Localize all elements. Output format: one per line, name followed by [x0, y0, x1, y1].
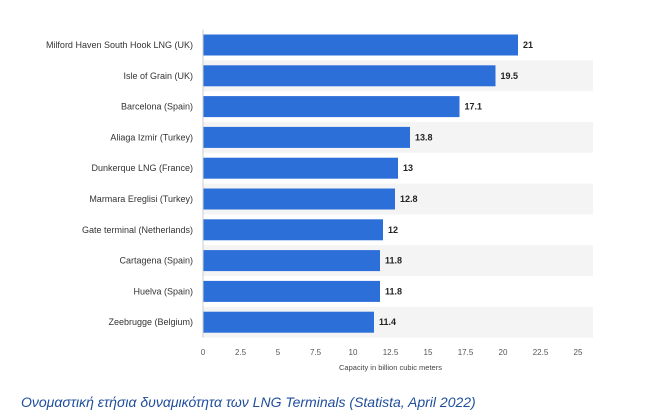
x-tick-label: 17.5 — [458, 348, 474, 357]
bar[interactable] — [203, 65, 496, 87]
x-tick-label: 7.5 — [310, 348, 322, 357]
x-tick-label: 12.5 — [383, 348, 399, 357]
category-label: Zeebrugge (Belgium) — [108, 317, 193, 327]
bar[interactable] — [203, 250, 380, 272]
x-axis-title: Capacity in billion cubic meters — [339, 363, 442, 372]
x-tick-label: 5 — [276, 348, 281, 357]
data-label: 11.8 — [385, 286, 402, 296]
data-label: 12 — [388, 225, 398, 235]
category-label: Cartagena (Spain) — [119, 256, 193, 266]
data-label: 21 — [523, 40, 533, 50]
bar[interactable] — [203, 157, 398, 179]
bar[interactable] — [203, 188, 395, 210]
bars — [203, 34, 518, 333]
x-tick-label: 2.5 — [235, 348, 247, 357]
x-tick-label: 25 — [574, 348, 583, 357]
data-label: 13 — [403, 163, 413, 173]
x-axis-ticks: 0 2.5 5 7.5 10 12.5 15 17.5 20 22.5 25 — [201, 348, 583, 357]
bar[interactable] — [203, 126, 410, 148]
x-tick-label: 10 — [349, 348, 358, 357]
bar[interactable] — [203, 34, 518, 56]
category-label: Gate terminal (Netherlands) — [82, 225, 193, 235]
category-label: Huelva (Spain) — [133, 286, 193, 296]
category-label: Milford Haven South Hook LNG (UK) — [46, 40, 193, 50]
bar[interactable] — [203, 280, 380, 302]
category-label: Barcelona (Spain) — [121, 102, 193, 112]
category-label: Aliaga Izmir (Turkey) — [110, 132, 193, 142]
data-label: 13.8 — [415, 132, 433, 142]
value-labels: 21 19.5 17.1 13.8 13 12.8 12 11.8 11.8 11.4 — [379, 40, 533, 327]
category-label: Dunkerque LNG (France) — [91, 163, 193, 173]
bar[interactable] — [203, 311, 374, 333]
x-tick-label: 0 — [201, 348, 206, 357]
data-label: 11.8 — [385, 256, 402, 266]
bar[interactable] — [203, 96, 460, 118]
data-label: 12.8 — [400, 194, 418, 204]
data-label: 19.5 — [501, 71, 519, 81]
bar-chart: Milford Haven South Hook LNG (UK) Isle of… — [46, 29, 593, 372]
x-tick-label: 22.5 — [533, 348, 549, 357]
data-label: 17.1 — [465, 102, 483, 112]
x-tick-label: 20 — [499, 348, 508, 357]
category-labels: Milford Haven South Hook LNG (UK) Isle of… — [46, 40, 193, 327]
bar[interactable] — [203, 219, 383, 241]
category-label: Isle of Grain (UK) — [123, 71, 193, 81]
x-tick-label: 15 — [424, 348, 433, 357]
figure-caption: Ονομαστική ετήσια δυναμικότητα των LNG T… — [21, 394, 476, 410]
category-label: Marmara Ereglisi (Turkey) — [89, 194, 193, 204]
data-label: 11.4 — [379, 317, 396, 327]
